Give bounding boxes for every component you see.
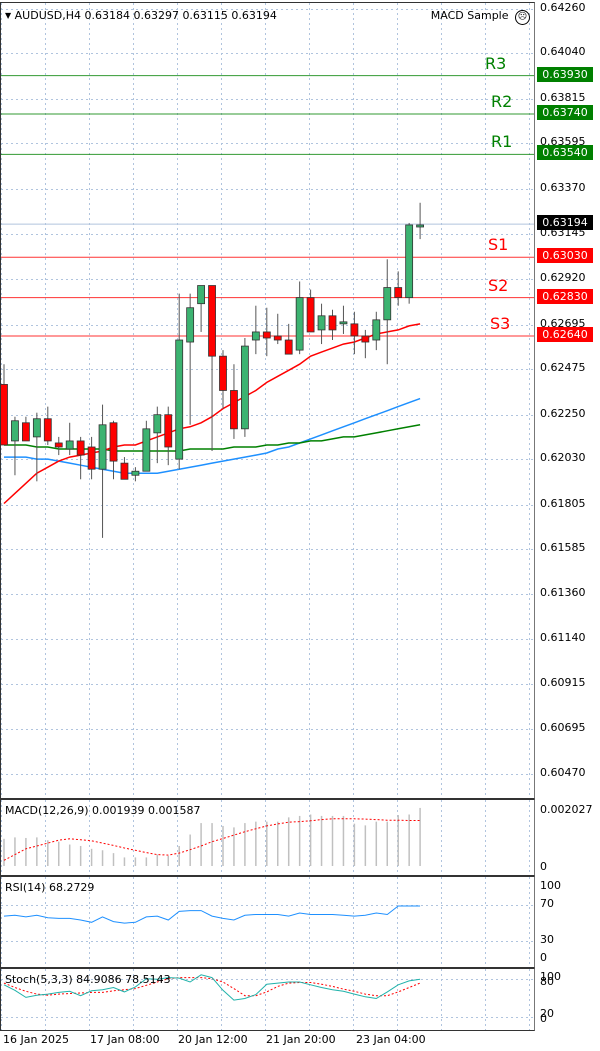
price-tick: 0.62030 <box>540 451 586 465</box>
price-tick: 0.64260 <box>540 1 586 14</box>
level-name-r2: R2 <box>491 91 513 111</box>
sad-face-icon: ☹ <box>515 10 530 25</box>
macd-axis: 0.002027 0 <box>536 799 600 876</box>
level-price-s1: 0.63030 <box>537 248 593 264</box>
price-tick: 0.60470 <box>540 765 586 779</box>
expert-advisor-label[interactable]: MACD Sample ☹ <box>431 9 530 25</box>
rsi-axis-70: 70 <box>540 897 554 910</box>
current-price-label: 0.63194 <box>537 215 593 231</box>
collapse-triangle-icon[interactable]: ▼ <box>5 11 12 20</box>
stochastic-canvas <box>1 969 534 1030</box>
price-tick: 0.63595 <box>540 135 586 149</box>
time-label: 21 Jan 20:00 <box>266 1033 336 1046</box>
level-name-s2: S2 <box>488 275 509 295</box>
macd-axis-zero: 0 <box>540 860 547 873</box>
level-price-s2: 0.62830 <box>537 288 593 304</box>
rsi-axis-30: 30 <box>540 933 554 946</box>
time-label: 23 Jan 04:00 <box>356 1033 426 1046</box>
price-tick: 0.61585 <box>540 540 586 554</box>
time-axis[interactable]: 16 Jan 2025 17 Jan 08:00 20 Jan 12:00 21… <box>0 1031 600 1051</box>
level-price-r3: 0.63930 <box>537 66 593 82</box>
stoch-axis-100: 100 <box>540 970 561 983</box>
price-tick: 0.60915 <box>540 676 586 690</box>
expert-name: MACD Sample <box>430 9 509 22</box>
macd-axis-top: 0.002027 <box>540 803 593 816</box>
stochastic-pane[interactable]: Stoch(5,3,3) 84.9086 78.5143 <box>0 968 535 1031</box>
price-tick: 0.62920 <box>540 271 586 285</box>
main-chart-pane[interactable]: ▼ AUDUSD,H4 0.63184 0.63297 0.63115 0.63… <box>0 2 535 799</box>
level-name-s1: S1 <box>488 235 509 255</box>
price-tick: 0.62475 <box>540 361 586 375</box>
rsi-pane[interactable]: RSI(14) 68.2729 <box>0 876 535 968</box>
stochastic-legend: Stoch(5,3,3) 84.9086 78.5143 <box>5 973 171 986</box>
time-label: 17 Jan 08:00 <box>90 1033 160 1046</box>
rsi-axis: 100 70 30 0 <box>536 876 600 968</box>
level-name-r1: R1 <box>491 132 513 152</box>
stoch-axis-0: 0 <box>540 1012 547 1025</box>
price-tick: 0.60695 <box>540 720 586 734</box>
stoch-axis-20: 20 <box>540 1007 554 1020</box>
symbol-ohlc: AUDUSD,H4 0.63184 0.63297 0.63115 0.6319… <box>14 9 277 22</box>
price-axis[interactable]: 0.64260 0.64040 0.63815 0.63595 0.63370 0.631… <box>536 0 600 800</box>
price-tick: 0.61805 <box>540 496 586 510</box>
level-name-s3: S3 <box>490 313 511 333</box>
level-price-r1: 0.63540 <box>537 145 593 161</box>
price-tick: 0.63815 <box>540 90 586 104</box>
symbol-legend: ▼ AUDUSD,H4 0.63184 0.63297 0.63115 0.63… <box>5 9 277 22</box>
rsi-axis-100: 100 <box>540 879 561 892</box>
price-chart-canvas[interactable] <box>1 3 534 798</box>
rsi-canvas <box>1 877 534 967</box>
price-tick: 0.61360 <box>540 586 586 600</box>
rsi-axis-0: 0 <box>540 951 547 964</box>
macd-pane[interactable]: MACD(12,26,9) 0.001939 0.001587 <box>0 799 535 876</box>
price-tick: 0.61140 <box>540 630 586 644</box>
price-tick: 0.63370 <box>540 180 586 194</box>
level-name-r3: R3 <box>485 53 507 73</box>
time-label: 20 Jan 12:00 <box>178 1033 248 1046</box>
macd-legend: MACD(12,26,9) 0.001939 0.001587 <box>5 804 201 817</box>
time-label: 16 Jan 2025 <box>3 1033 69 1046</box>
price-tick: 0.64040 <box>540 45 586 59</box>
stoch-axis-80: 80 <box>540 975 554 988</box>
level-price-s3: 0.62640 <box>537 326 593 342</box>
level-price-r2: 0.63740 <box>537 104 593 120</box>
price-tick: 0.62695 <box>540 316 586 330</box>
price-tick: 0.62250 <box>540 406 586 420</box>
stochastic-axis: 100 80 20 0 <box>536 968 600 1031</box>
rsi-legend: RSI(14) 68.2729 <box>5 881 95 894</box>
macd-canvas <box>1 800 530 875</box>
